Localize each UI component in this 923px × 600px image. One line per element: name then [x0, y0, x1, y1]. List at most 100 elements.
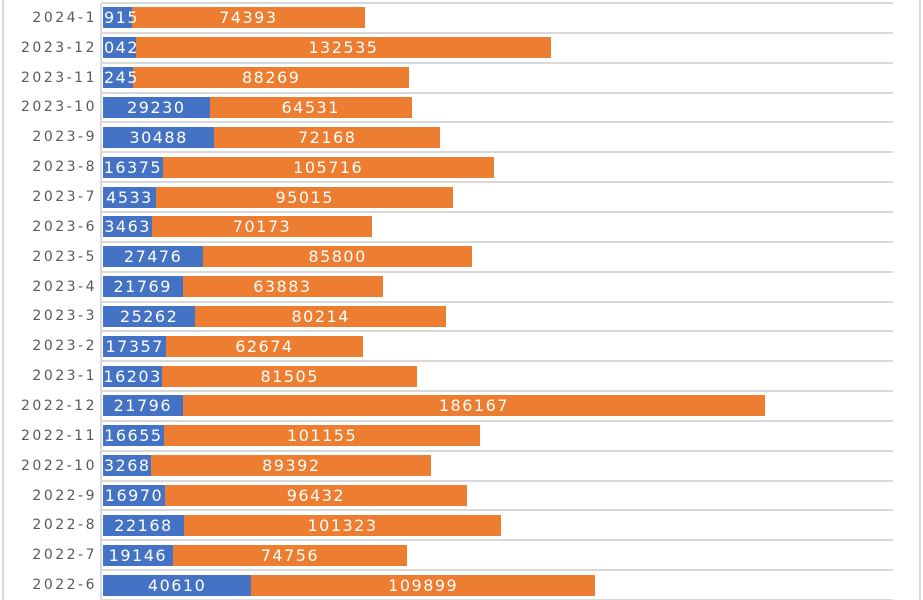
category-label: 2022-9: [32, 487, 97, 504]
bar-segment-blue: [103, 96, 210, 118]
bar-label-blue: 21796: [113, 396, 172, 416]
bar-segment-blue: [103, 395, 183, 417]
bar-segment-blue: [103, 305, 196, 327]
category-label: 2022-6: [32, 577, 97, 594]
gridline: [101, 91, 893, 94]
bar-segment-orange: [172, 544, 407, 566]
bar-label-blue: 25262: [119, 306, 179, 326]
gridline: [101, 360, 893, 363]
category-label: 2023-8: [32, 159, 97, 176]
bar-label-blue: 30488: [129, 127, 188, 147]
bar-label-blue: 042: [104, 38, 140, 58]
category-label: 2023-7: [32, 189, 97, 206]
bar-label-orange: 109899: [388, 575, 459, 595]
category-label: 2023-10: [21, 99, 97, 116]
category-label: 2023-5: [32, 248, 97, 265]
gridline: [101, 2, 893, 4]
category-label: 2023-1: [32, 368, 97, 385]
bar-label-orange: 62674: [235, 336, 294, 356]
category-label: 2022-8: [32, 517, 97, 534]
bar-label-blue: 19146: [108, 545, 168, 565]
bar-label-blue: 17357: [105, 336, 164, 356]
bar-label-orange: 89392: [262, 456, 321, 476]
gridline: [101, 419, 893, 422]
bar-label-orange: 88269: [241, 68, 301, 88]
bar-segment-blue: [103, 425, 164, 447]
bar-segment-blue: [103, 126, 215, 148]
bar-segment-blue: [103, 544, 173, 566]
bar-segment-orange: [195, 305, 447, 327]
bar-segment-orange: [164, 485, 467, 506]
bar-label-blue: 22168: [114, 515, 173, 535]
chart-border-left: [2, 0, 4, 600]
gridline: [101, 330, 893, 333]
bar-label-orange: 64531: [281, 97, 340, 117]
category-label: 2023-4: [32, 278, 97, 295]
bar-label-orange: 101323: [307, 515, 378, 535]
bar-label-orange: 74756: [260, 545, 320, 565]
bar-segment-blue: [103, 485, 165, 506]
category-label: 2022-10: [21, 457, 97, 474]
bar-segment-blue: [103, 365, 163, 387]
bar-segment-orange: [166, 335, 363, 357]
bar-segment-blue: [103, 156, 163, 178]
bar-label-orange: 95015: [275, 187, 334, 207]
category-label: 2022-11: [21, 427, 97, 444]
bar-label-orange: 105716: [293, 157, 364, 177]
bar-label-blue: 29230: [127, 97, 186, 117]
bar-label-orange: 80214: [291, 306, 350, 326]
bar-label-orange: 81505: [260, 366, 319, 386]
bar-label-blue: 915: [104, 8, 140, 28]
gridline: [101, 31, 893, 34]
gridline: [101, 61, 893, 64]
category-label: 2022-12: [21, 397, 97, 414]
bar-segment-blue: [103, 7, 132, 29]
bar-segment-blue: [103, 455, 152, 477]
gridline: [101, 270, 893, 273]
bar-segment-orange: [203, 246, 472, 268]
bar-label-blue: 16655: [104, 426, 163, 446]
bar-segment-orange: [251, 574, 596, 596]
category-label: 2022-7: [32, 547, 97, 564]
bar-label-blue: 21769: [113, 277, 172, 297]
category-label: 2023-9: [32, 129, 97, 146]
bar-segment-orange: [163, 425, 481, 447]
gridline: [101, 240, 893, 243]
bar-label-orange: 101155: [287, 426, 358, 446]
bar-segment-orange: [151, 455, 432, 477]
category-label: 2023-12: [21, 39, 97, 56]
gridline: [101, 449, 893, 452]
bar-label-blue: 27476: [123, 247, 183, 267]
category-axis-line: [100, 3, 102, 600]
gridline: [101, 569, 893, 572]
bar-segment-orange: [209, 96, 412, 118]
bar-segment-blue: [103, 216, 153, 238]
bar-label-orange: 63883: [253, 277, 312, 297]
gridline: [101, 210, 893, 213]
bar-segment-orange: [182, 395, 766, 417]
bar-label-blue: 40610: [147, 575, 207, 595]
bar-segment-blue: [103, 37, 136, 59]
category-label: 2023-6: [32, 218, 97, 235]
category-label: 2023-11: [21, 69, 97, 86]
bar-segment-blue: [103, 514, 184, 536]
bar-label-blue: 3268: [103, 456, 151, 476]
bar-label-blue: 245: [104, 68, 140, 88]
gridline: [101, 509, 893, 512]
gridline: [101, 300, 893, 303]
bar-segment-orange: [162, 156, 494, 178]
bar-segment-blue: [103, 186, 156, 208]
bar-label-orange: 72168: [297, 127, 357, 147]
bar-segment-orange: [162, 365, 418, 387]
bar-label-blue: 16375: [103, 157, 163, 177]
bar-segment-blue: [103, 335, 167, 357]
bar-label-blue: 4533: [106, 187, 153, 207]
bar-segment-orange: [152, 216, 372, 238]
bar-segment-orange: [133, 67, 410, 89]
bar-label-blue: 16970: [104, 486, 164, 505]
bar-segment-orange: [136, 37, 551, 59]
bar-label-orange: 96432: [286, 486, 346, 505]
chart-border-right: [919, 0, 921, 600]
gridline: [101, 121, 893, 124]
